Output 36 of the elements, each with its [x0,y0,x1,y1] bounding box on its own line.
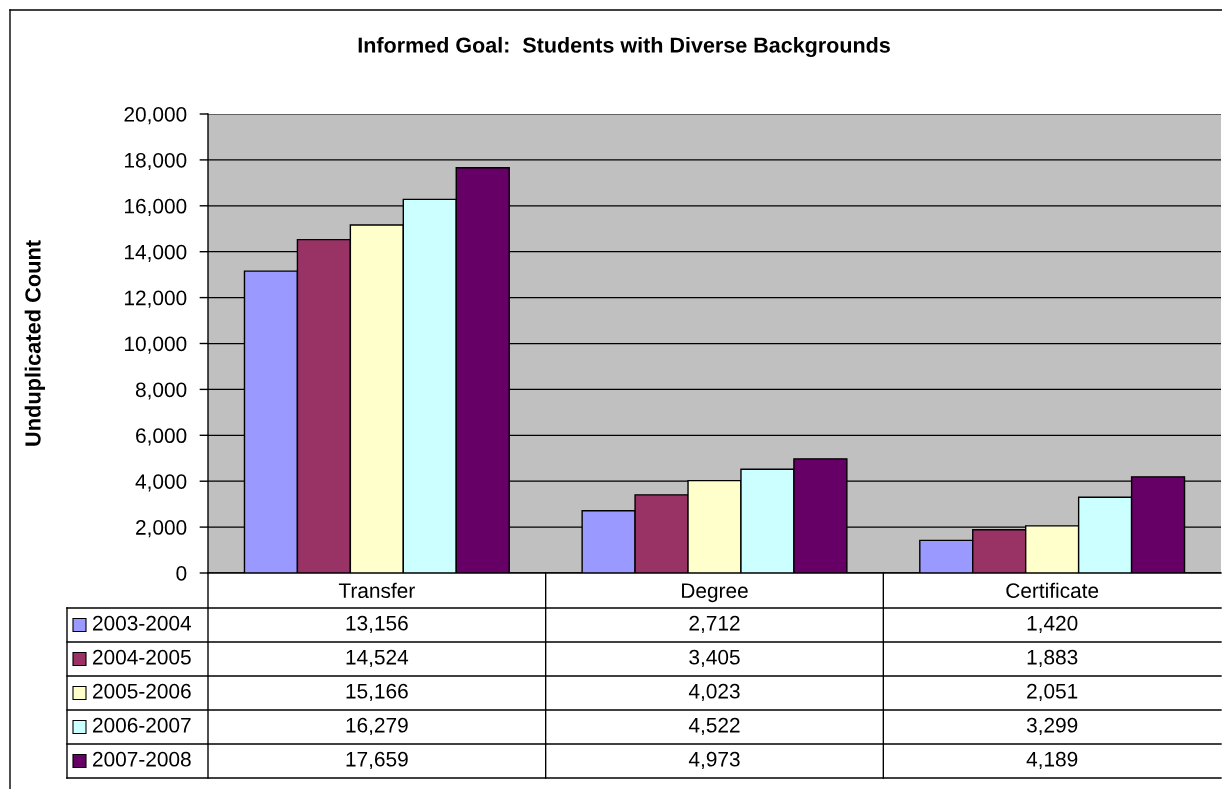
y-tick-label: 20,000 [124,107,187,125]
y-tick-label: 6,000 [136,428,187,446]
y-tick-label: 4,000 [135,474,187,492]
data-label: 3,405 [689,649,740,668]
y-tick-label: 14,000 [125,244,187,262]
data-label: 1,883 [1027,649,1078,668]
data-label: 4,973 [688,751,740,770]
legend-label: 2006-2007 [93,717,191,733]
x-tick-label: Certificate [1006,582,1099,599]
legend-label: 2004-2005 [93,649,191,665]
y-tick-label: 18,000 [125,152,187,171]
data-label: 17,659 [346,751,408,770]
data-label: 16,279 [346,717,408,736]
data-label: 13,156 [346,615,408,634]
data-label: 1,420 [1027,615,1078,634]
y-tick-label: 0 [176,566,187,581]
data-label: 4,522 [688,717,740,736]
legend-label: 2003-2004 [93,615,192,631]
data-label: 3,299 [1026,717,1078,736]
data-label: 4,023 [688,683,740,702]
data-label: 15,166 [346,683,408,702]
legend-label: 2007-2008 [93,751,191,767]
x-tick-label: Degree [682,583,748,603]
data-label: 2,712 [689,615,740,634]
y-axis-title: Unduplicated Count [24,240,45,446]
y-tick-label: 8,000 [135,382,187,400]
y-tick-label: 16,000 [125,198,187,217]
data-label: 4,189 [1026,751,1078,770]
y-tick-label: 12,000 [125,290,187,308]
legend-label: 2005-2006 [93,683,191,699]
x-tick-label: Transfer [338,582,415,599]
y-tick-label: 10,000 [125,336,187,354]
data-label: 14,524 [346,649,409,668]
data-label: 2,051 [1027,683,1078,702]
y-tick-label: 2,000 [136,520,187,538]
chart-title: Informed Goal: Students with Diverse Backgrounds [358,36,890,58]
